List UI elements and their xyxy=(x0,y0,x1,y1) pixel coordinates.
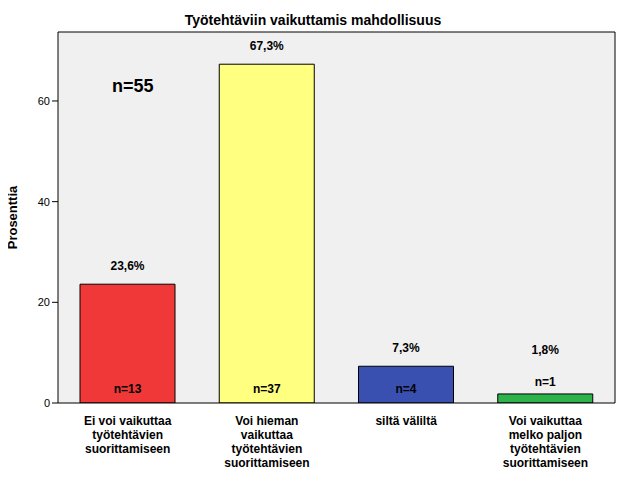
html-text:n=55: n=55 xyxy=(112,76,154,96)
svg-text:67,3%: 67,3% xyxy=(250,39,284,53)
svg-text:20: 20 xyxy=(38,296,50,308)
svg-text:40: 40 xyxy=(38,196,50,208)
svg-text:vaikuttaa: vaikuttaa xyxy=(241,428,293,442)
svg-text:n=37: n=37 xyxy=(253,382,281,396)
svg-text:suorittamiseen: suorittamiseen xyxy=(85,442,170,456)
svg-text:Voi vaikuttaa: Voi vaikuttaa xyxy=(509,414,582,428)
svg-text:n=13: n=13 xyxy=(114,382,142,396)
svg-text:7,3%: 7,3% xyxy=(392,341,420,355)
svg-text:suorittamiseen: suorittamiseen xyxy=(224,456,309,470)
svg-text:Ei voi vaikuttaa: Ei voi vaikuttaa xyxy=(84,414,172,428)
svg-text:työtehtävien: työtehtävien xyxy=(92,428,163,442)
svg-text:Voi hieman: Voi hieman xyxy=(235,414,298,428)
svg-text:siltä väliltä: siltä väliltä xyxy=(375,414,437,428)
svg-text:suorittamiseen: suorittamiseen xyxy=(503,456,588,470)
svg-text:työtehtävien: työtehtävien xyxy=(232,442,303,456)
svg-text:Prosenttia: Prosenttia xyxy=(8,185,20,249)
svg-text:23,6%: 23,6% xyxy=(110,259,144,273)
html-text:Työtehtäviin vaikuttamis mahdo: Työtehtäviin vaikuttamis mahdollisuus xyxy=(184,12,442,28)
svg-text:60: 60 xyxy=(38,95,50,107)
svg-text:työtehtävien: työtehtävien xyxy=(510,442,581,456)
svg-text:n=4: n=4 xyxy=(395,382,416,396)
svg-text:melko paljon: melko paljon xyxy=(509,428,582,442)
svg-text:0: 0 xyxy=(44,397,50,409)
svg-text:1,8%: 1,8% xyxy=(532,343,560,357)
svg-text:n=1: n=1 xyxy=(535,375,556,389)
